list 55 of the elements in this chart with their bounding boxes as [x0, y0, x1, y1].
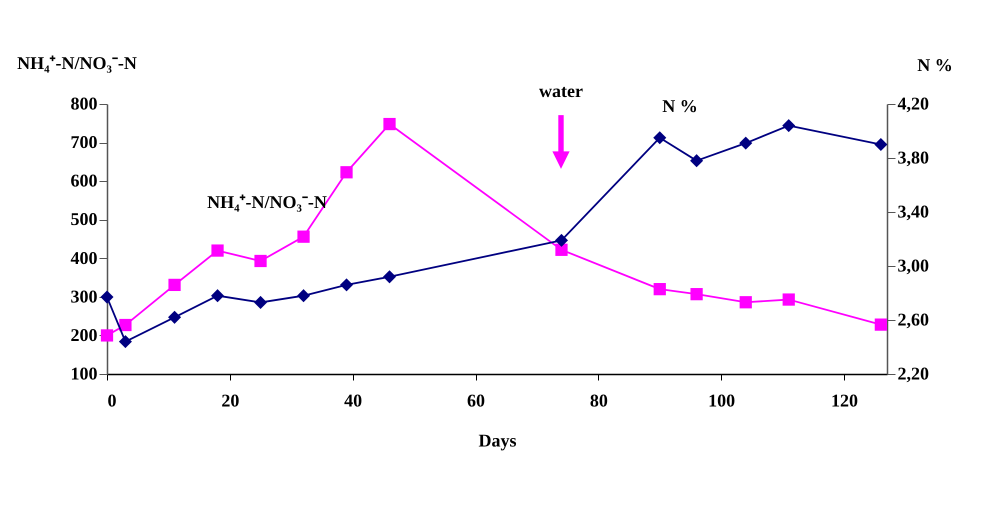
y-tick-label: 100 [70, 364, 98, 384]
y2-axis-title: N % [917, 55, 953, 75]
point [254, 254, 267, 268]
point [211, 289, 224, 302]
point [119, 318, 132, 332]
y-tick-label: 200 [70, 324, 98, 345]
x-tick-label: 120 [831, 390, 858, 410]
point [254, 296, 268, 309]
point [690, 154, 704, 168]
point [739, 136, 752, 150]
y-tick-label: 300 [70, 286, 98, 306]
series-label: NH₄⁺-N/NO₃⁻-N [207, 192, 327, 212]
x-tick-label: 40 [344, 390, 362, 410]
point [653, 131, 666, 144]
y-axis-title: NH₄⁺-N/NO₃⁻-N [17, 53, 137, 73]
point [168, 310, 182, 324]
y-tick-label: 700 [70, 132, 98, 152]
point [297, 289, 310, 302]
y2-tick-label: 3,80 [898, 148, 929, 168]
x-tick-label: 100 [708, 390, 736, 410]
point [554, 234, 568, 247]
point [740, 296, 752, 308]
x-tick-label: 80 [590, 390, 608, 410]
point [211, 244, 224, 257]
y-tick-label: 800 [70, 94, 98, 114]
point [118, 335, 132, 348]
x-tick-label: 0 [108, 390, 116, 410]
y2-tick-label: 3,00 [898, 256, 929, 276]
point [383, 118, 396, 130]
point [383, 270, 396, 284]
point [782, 119, 796, 132]
point [100, 329, 114, 342]
point [100, 290, 114, 304]
y2-tick-label: 2,60 [898, 310, 929, 330]
series-label: N % [662, 96, 698, 116]
point [654, 283, 666, 296]
point [340, 278, 354, 292]
y-tick-label: 400 [70, 248, 98, 268]
point [297, 230, 310, 243]
y-tick-label: 600 [70, 170, 98, 191]
point [874, 318, 887, 331]
point [690, 288, 703, 300]
point [340, 166, 353, 178]
point [874, 138, 888, 152]
x-tick-label: 20 [221, 390, 240, 410]
point [168, 278, 181, 292]
x-tick-label: 60 [467, 390, 486, 410]
text: water [539, 81, 583, 101]
y2-tick-label: 3,40 [898, 202, 929, 222]
y-tick-label: 500 [70, 209, 98, 230]
point [555, 244, 568, 256]
y2-tick-label: 2,20 [898, 364, 929, 384]
x-axis-title: Days [478, 430, 517, 450]
point [782, 293, 795, 306]
y2-tick-label: 4,20 [898, 94, 929, 114]
